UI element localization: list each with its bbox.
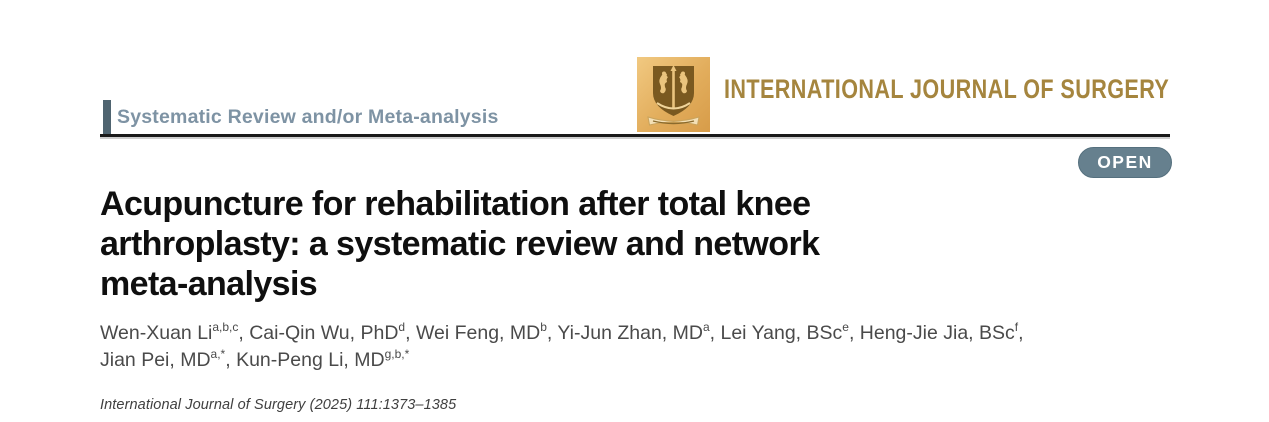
section-accent-bar [103,100,111,135]
journal-name: INTERNATIONAL JOURNAL OF SURGERY [724,74,1170,104]
section-label: Systematic Review and/or Meta-analysis [117,106,499,128]
header-rule [100,134,1170,137]
open-access-badge: OPEN [1078,147,1172,178]
author-list: Wen-Xuan Lia,b,c, Cai-Qin Wu, PhDd, Wei … [100,319,1024,372]
journal-crest-logo-icon [637,57,710,132]
article-title: Acupuncture for rehabilitation after tot… [100,185,820,303]
citation-line: International Journal of Surgery (2025) … [100,397,457,413]
